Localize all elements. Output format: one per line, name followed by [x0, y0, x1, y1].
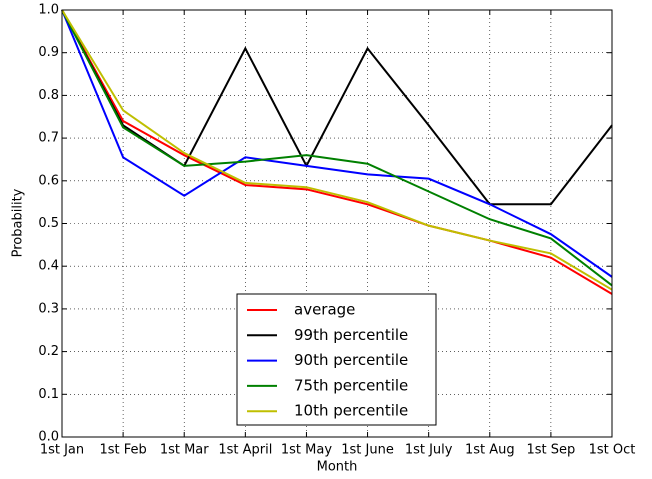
y-tick-label: 0.5	[38, 216, 59, 231]
legend-label: 90th percentile	[294, 351, 408, 369]
series-line	[61, 9, 613, 291]
x-tick-label: 1st July	[405, 443, 453, 458]
x-tick-label: 1st Jan	[40, 443, 84, 458]
y-tick-label: 0.8	[38, 88, 59, 103]
y-tick-label: 0.2	[38, 344, 59, 359]
legend-label: 10th percentile	[294, 402, 408, 420]
y-tick-label: 0.9	[38, 45, 59, 60]
x-axis-label: Month	[317, 460, 358, 475]
y-tick-label: 1.0	[38, 3, 59, 18]
legend-label: 99th percentile	[294, 326, 408, 344]
series-line	[61, 9, 613, 206]
x-tick-label: 1st Mar	[160, 443, 209, 458]
x-tick-label: 1st June	[341, 443, 394, 458]
x-tick-label: 1st May	[281, 443, 332, 458]
y-tick-label: 0.1	[38, 387, 59, 402]
x-tick-label: 1st April	[218, 443, 272, 458]
legend-label: average	[294, 301, 355, 319]
y-tick-label: 0.4	[38, 259, 59, 274]
series-line	[61, 9, 613, 287]
x-tick-label: 1st Feb	[99, 443, 146, 458]
plot-frame	[61, 9, 613, 438]
y-tick-label: 0.6	[38, 173, 59, 188]
series-line	[61, 9, 613, 278]
legend-box	[236, 293, 437, 426]
y-tick-label: 0.0	[38, 430, 59, 445]
x-tick-label: 1st Sep	[526, 443, 575, 458]
legend-label: 75th percentile	[294, 376, 408, 394]
y-tick-label: 0.7	[38, 131, 59, 146]
y-axis-label: Probability	[11, 188, 26, 257]
x-tick-label: 1st Aug	[465, 443, 515, 458]
x-tick-label: 1st Oct	[589, 443, 636, 458]
y-tick-label: 0.3	[38, 301, 59, 316]
series-line	[61, 9, 613, 295]
